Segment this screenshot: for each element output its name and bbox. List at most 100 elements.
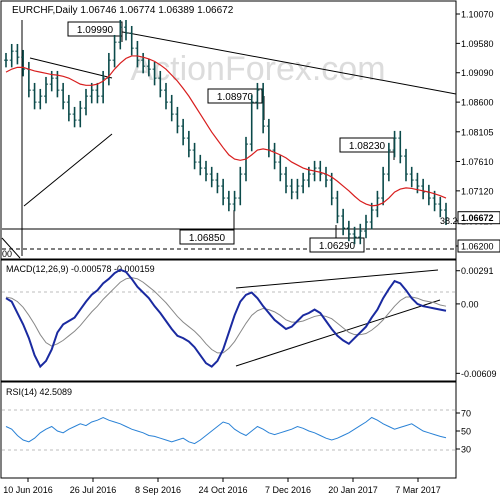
svg-text:8 Sep 2016: 8 Sep 2016 xyxy=(135,485,181,495)
price-tick: 1.08600 xyxy=(456,98,494,108)
price-bar xyxy=(169,94,174,122)
price-bar xyxy=(15,43,20,65)
watermark-text: ActionForex.com xyxy=(130,50,385,88)
trendlines xyxy=(1,20,457,259)
rsi-axis: 70 50 30 xyxy=(456,409,471,455)
price-tick: 1.09580 xyxy=(456,39,494,49)
x-tick: 8 Sep 2016 xyxy=(135,478,181,495)
price-bar xyxy=(209,166,214,188)
svg-text:24 Oct 2016: 24 Oct 2016 xyxy=(198,485,247,495)
price-bar xyxy=(158,70,163,98)
price-bar xyxy=(226,190,231,212)
price-bar xyxy=(404,148,408,182)
left-diag-marker xyxy=(1,237,21,259)
price-bar xyxy=(318,160,323,182)
price-tick: 1.08105 xyxy=(456,127,494,137)
price-bar xyxy=(392,130,397,158)
price-bar xyxy=(232,190,237,212)
price-bar xyxy=(272,142,277,170)
price-bar xyxy=(284,166,288,194)
price-bar xyxy=(44,76,48,104)
svg-text:0.00: 0.00 xyxy=(461,299,479,309)
price-bar xyxy=(164,82,168,110)
price-tick: 1.07120 xyxy=(456,186,494,196)
svg-text:50: 50 xyxy=(461,427,471,437)
price-bar xyxy=(152,61,157,86)
svg-text:1.10070: 1.10070 xyxy=(461,9,494,19)
svg-text:1.06672: 1.06672 xyxy=(461,213,494,223)
price-bar xyxy=(301,172,306,194)
price-bar xyxy=(66,94,71,122)
x-tick: 24 Oct 2016 xyxy=(198,478,248,495)
price-bar xyxy=(409,166,414,188)
price-bar xyxy=(32,82,37,110)
macd-channel-lines xyxy=(235,269,441,367)
macd-axis: 0.00291 0.00 -0.00609 xyxy=(456,266,497,379)
price-bar xyxy=(221,178,226,206)
macd-label: MACD(12,26,9) -0.000578 -0.000159 xyxy=(6,264,155,274)
price-bar xyxy=(198,154,203,176)
svg-text:10 Jun 2016: 10 Jun 2016 xyxy=(3,485,53,495)
rsi-panel-frame xyxy=(0,381,457,479)
price-bar xyxy=(369,202,374,230)
svg-text:0.00291: 0.00291 xyxy=(461,266,494,276)
price-bar xyxy=(438,196,443,218)
rsi-label: RSI(14) 42.5089 xyxy=(6,387,72,397)
fib-label: 38.2 xyxy=(440,216,458,226)
rsi-line xyxy=(5,416,447,445)
price-bar xyxy=(84,88,88,116)
macd-signal-line xyxy=(5,277,447,354)
svg-text:7 Dec 2016: 7 Dec 2016 xyxy=(265,485,311,495)
price-bar xyxy=(129,25,134,56)
triangle-lower xyxy=(23,133,113,207)
price-panel-frame xyxy=(0,0,457,260)
price-bar xyxy=(329,172,334,206)
price-bar xyxy=(38,88,43,110)
svg-text:1.06200: 1.06200 xyxy=(461,242,494,252)
annotation-106850: 1.06850 xyxy=(189,233,226,244)
x-tick: 7 Mar 2017 xyxy=(395,478,441,495)
left-edge-label: 00 xyxy=(2,249,12,259)
svg-text:1.09090: 1.09090 xyxy=(461,68,494,78)
price-bar xyxy=(295,178,300,200)
price-bar xyxy=(398,130,403,164)
annotation-109990: 1.09990 xyxy=(77,25,114,36)
annotation-box-108970 xyxy=(207,88,263,104)
price-bar xyxy=(95,82,100,104)
price-bar xyxy=(215,172,220,194)
chart-title: EURCHF,Daily 1.06746 1.06774 1.06389 1.0… xyxy=(12,5,234,16)
price-bar xyxy=(124,19,128,41)
macd-panel-frame xyxy=(0,259,457,382)
rsi-tick: 30 xyxy=(456,445,471,455)
price-bar xyxy=(255,82,260,110)
price-axis: 1.10070 1.09580 1.09090 1.08600 1.08105 1.076… xyxy=(456,9,500,253)
svg-text:1.08600: 1.08600 xyxy=(461,98,494,108)
macd-line xyxy=(5,268,447,369)
price-bar xyxy=(61,82,66,110)
price-tick: 1.10070 xyxy=(456,9,494,19)
x-axis: 10 Jun 2016 26 Jul 2016 8 Sep 2016 24 Oct 2… xyxy=(3,478,441,495)
price-tick: 1.09090 xyxy=(456,68,494,78)
price-bar xyxy=(204,160,208,182)
annotation-106290: 1.06290 xyxy=(319,241,356,252)
x-tick: 26 Jul 2016 xyxy=(70,478,116,495)
price-bar xyxy=(146,58,151,77)
price-bar xyxy=(358,223,363,245)
trendline-upper-long xyxy=(111,29,457,95)
price-bar xyxy=(444,202,448,226)
price-bar xyxy=(249,94,254,152)
price-bar xyxy=(352,226,357,245)
price-tick: 1.06200 xyxy=(456,239,500,253)
price-bar xyxy=(175,106,180,134)
current-price-tag: 1.06672 xyxy=(457,211,500,225)
annotation-box-109990 xyxy=(67,21,123,37)
price-bar xyxy=(101,70,106,104)
price-bar xyxy=(135,40,140,68)
price-bar xyxy=(346,220,351,242)
price-bar xyxy=(278,154,283,182)
annotation-box-106850 xyxy=(179,229,235,245)
price-bar xyxy=(364,214,368,239)
price-bar xyxy=(186,130,191,158)
price-bars-group xyxy=(4,19,448,245)
svg-text:70: 70 xyxy=(461,409,471,419)
